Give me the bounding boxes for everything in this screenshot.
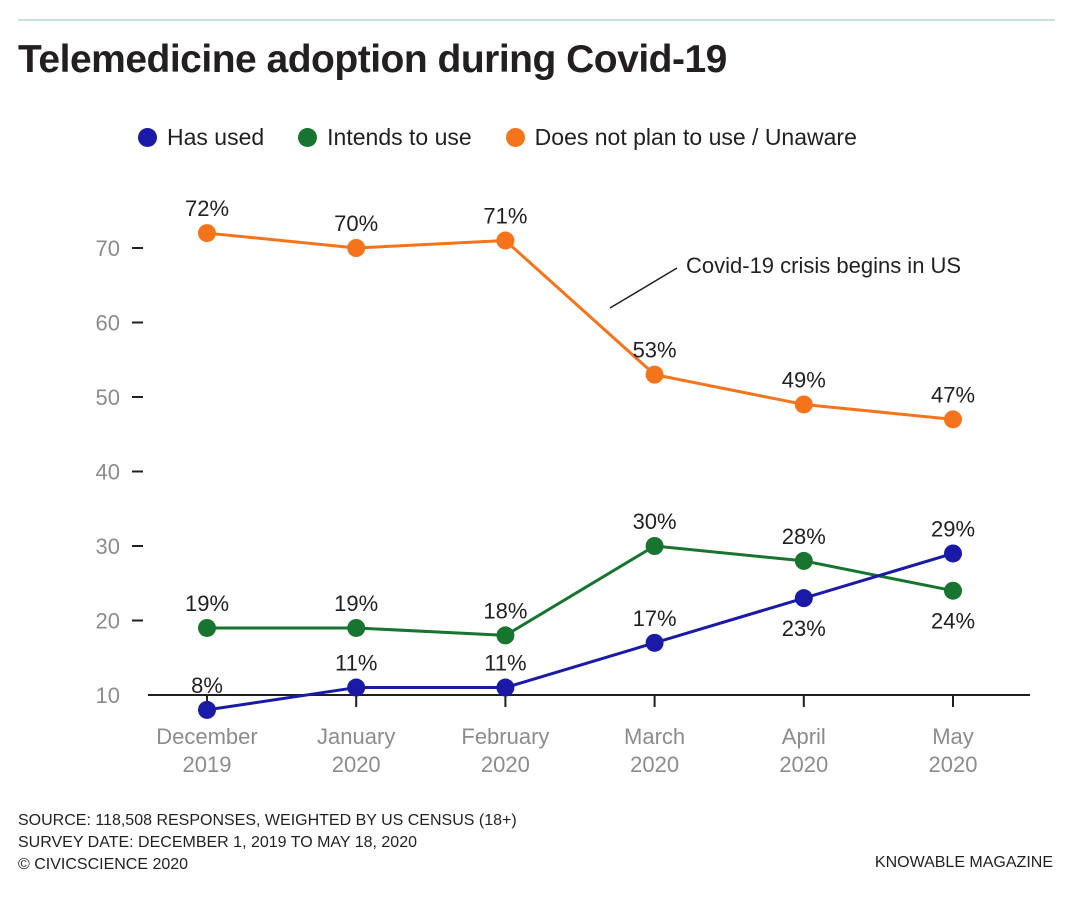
x-tick-label: March <box>624 724 685 749</box>
data-label: 49% <box>782 367 826 392</box>
data-label: 28% <box>782 524 826 549</box>
y-tick-label: 40 <box>96 460 120 485</box>
legend-dot-intends-to-use <box>298 128 318 147</box>
x-tick-label: May <box>932 724 974 749</box>
series-line-intends-to-use <box>207 544 954 637</box>
data-label: 17% <box>633 606 677 631</box>
data-point <box>496 626 515 645</box>
y-tick-label: 60 <box>96 311 120 336</box>
x-tick-label: January <box>317 724 395 749</box>
legend: Has used Intends to use Does not plan to… <box>138 124 891 151</box>
data-point <box>198 224 216 243</box>
data-label: 24% <box>931 609 975 634</box>
y-tick-label: 50 <box>96 385 120 410</box>
legend-label-has-used: Has used <box>167 124 265 150</box>
publisher-credit: KNOWABLE MAGAZINE <box>874 854 1053 871</box>
footer: SOURCE: 118,508 RESPONSES, WEIGHTED BY U… <box>18 810 517 876</box>
data-point <box>198 618 216 637</box>
legend-item-does-not-plan: Does not plan to use / Unaware <box>505 124 857 151</box>
legend-item-intends-to-use: Intends to use <box>298 124 472 151</box>
x-tick-label: December <box>156 724 257 749</box>
legend-label-intends-to-use: Intends to use <box>327 124 472 150</box>
data-point <box>645 633 664 652</box>
chart-title: Telemedicine adoption during Covid-19 <box>18 38 727 81</box>
data-label: 29% <box>931 516 975 541</box>
series-line-has-used <box>206 552 954 712</box>
series-line-does-not-plan-to-use-unaware <box>206 231 954 421</box>
annotation-covid-crisis: Covid-19 crisis begins in US <box>686 253 961 278</box>
data-point <box>944 544 962 563</box>
data-point <box>198 700 216 719</box>
survey-date-note: SURVEY DATE: DECEMBER 1, 2019 TO MAY 18,… <box>18 834 417 851</box>
annotation-leader-line <box>609 267 678 309</box>
x-tick-label: 2020 <box>630 752 679 777</box>
data-label: 18% <box>483 598 527 623</box>
copyright-note: © CIVICSCIENCE 2020 <box>18 856 189 873</box>
y-tick-label: 70 <box>96 236 120 261</box>
legend-dot-has-used <box>138 128 157 147</box>
data-label: 19% <box>334 591 378 616</box>
x-tick-label: February <box>461 724 549 749</box>
x-tick-label: 2020 <box>332 752 381 777</box>
data-point <box>645 537 664 555</box>
x-tick-label: 2020 <box>481 752 530 777</box>
source-note: SOURCE: 118,508 RESPONSES, WEIGHTED BY U… <box>18 812 517 829</box>
top-rule <box>18 19 1055 21</box>
data-label: 70% <box>334 211 378 236</box>
data-label: 53% <box>633 338 677 363</box>
data-label: 11% <box>335 651 377 676</box>
line-chart: 10 20 30 40 50 60 70 December 2019 January 2020 Feb… <box>96 196 1030 777</box>
data-point <box>944 581 962 600</box>
x-tick-label: 2020 <box>929 752 978 777</box>
data-label: 30% <box>633 509 677 534</box>
data-label: 8% <box>191 673 223 698</box>
y-tick-label: 10 <box>96 683 120 708</box>
legend-dot-does-not-plan <box>505 128 525 147</box>
legend-item-has-used: Has used <box>138 124 264 151</box>
data-point <box>794 395 813 414</box>
data-label: 71% <box>483 204 527 229</box>
x-tick-label: 2019 <box>183 752 232 777</box>
data-label: 23% <box>782 616 826 641</box>
data-point <box>496 231 515 250</box>
data-point <box>347 239 366 257</box>
legend-label-does-not-plan: Does not plan to use / Unaware <box>534 124 857 150</box>
y-tick-label: 30 <box>96 534 120 559</box>
data-point <box>794 589 813 608</box>
data-label: 19% <box>185 591 229 616</box>
data-point <box>645 365 664 384</box>
x-tick-label: April <box>782 724 826 749</box>
data-point <box>347 618 366 637</box>
y-tick-label: 20 <box>96 609 120 634</box>
data-label: 47% <box>931 382 975 407</box>
data-point <box>794 551 813 570</box>
data-point <box>944 410 962 429</box>
data-label: 72% <box>185 196 229 221</box>
data-point <box>496 678 515 697</box>
x-tick-label: 2020 <box>779 752 828 777</box>
data-label: 11% <box>484 651 526 676</box>
data-point <box>347 678 366 697</box>
